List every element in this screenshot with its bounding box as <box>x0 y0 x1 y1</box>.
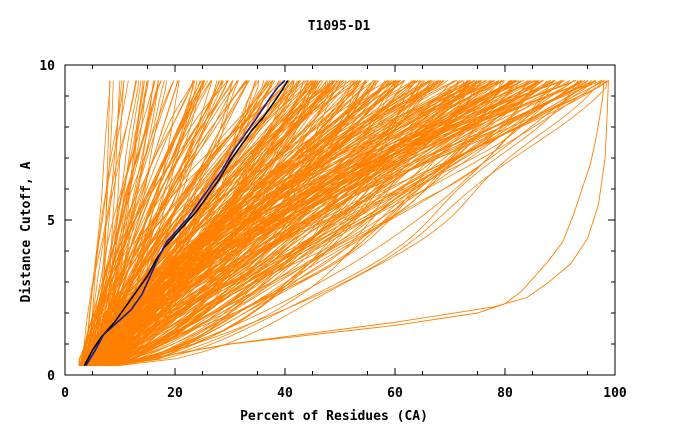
x-tick-label: 40 <box>277 386 293 401</box>
series-line <box>112 80 336 366</box>
series-line <box>86 80 167 366</box>
series-line <box>83 80 129 366</box>
highlight-lines <box>83 79 289 367</box>
series-line <box>100 80 555 366</box>
series-line <box>109 80 149 366</box>
series-line <box>78 80 500 366</box>
highlight-black-line <box>83 80 289 367</box>
series-line <box>90 80 304 367</box>
x-tick-label: 0 <box>61 386 69 401</box>
series-line <box>114 80 467 367</box>
series-line <box>111 80 465 367</box>
series-line <box>102 80 376 367</box>
series-line <box>103 80 543 366</box>
series-line <box>92 80 397 367</box>
series-line <box>80 80 111 366</box>
series-line <box>105 80 250 366</box>
x-tick-label: 60 <box>387 386 403 401</box>
series-line <box>109 80 579 367</box>
series-line <box>90 80 322 366</box>
series-line <box>87 80 586 367</box>
series-line <box>91 80 608 367</box>
series-line <box>81 80 179 366</box>
series-line <box>84 80 391 367</box>
series-line <box>84 80 474 366</box>
series-line <box>95 80 524 366</box>
series-line <box>93 80 271 366</box>
series-line <box>78 80 511 367</box>
series-line <box>89 80 295 366</box>
y-tick-label: 10 <box>39 59 55 74</box>
series-line <box>78 80 274 366</box>
series-line <box>87 80 564 366</box>
series-line <box>87 80 156 366</box>
series-line <box>105 80 331 366</box>
series-line <box>82 80 224 366</box>
series-line <box>113 80 441 366</box>
line-bundle <box>78 80 610 367</box>
series-line <box>110 80 220 366</box>
series-line <box>117 80 596 367</box>
bundle-right-2-line <box>108 80 609 367</box>
series-line <box>99 80 334 366</box>
y-axis-label: Distance Cutoff, A <box>19 161 34 302</box>
chart-title: T1095-D1 <box>308 19 371 34</box>
series-line <box>79 80 582 366</box>
series-line <box>89 80 502 367</box>
series-line <box>91 80 114 366</box>
x-tick-label: 100 <box>603 386 627 401</box>
y-tick-label: 5 <box>47 214 55 229</box>
series-line <box>116 80 587 367</box>
series-line <box>87 80 603 367</box>
series-line <box>100 80 421 367</box>
y-tick-label: 0 <box>47 369 55 384</box>
series-line <box>89 80 581 366</box>
series-line <box>88 80 540 367</box>
series-line <box>114 80 505 367</box>
axes: 0 20 40 60 80 100 0 5 10 <box>39 59 627 401</box>
series-line <box>83 80 540 367</box>
series-line <box>79 80 374 367</box>
series-line <box>98 80 485 366</box>
series-line <box>87 80 401 367</box>
series-line <box>83 80 159 366</box>
x-axis-label: Percent of Residues (CA) <box>240 409 428 424</box>
series-line <box>92 80 250 366</box>
series-line <box>85 80 319 367</box>
series-line <box>112 80 454 367</box>
series-line <box>96 80 393 366</box>
x-tick-label: 20 <box>167 386 183 401</box>
series-line <box>92 80 539 366</box>
highlight-blue-line <box>85 79 286 367</box>
series-line <box>105 80 538 367</box>
series-line <box>89 80 195 366</box>
bundle-right-1-line <box>108 80 605 367</box>
x-tick-label: 80 <box>497 386 513 401</box>
series-line <box>112 80 280 366</box>
series-line <box>92 80 491 366</box>
series-line <box>105 80 548 367</box>
series-line <box>105 80 140 366</box>
series-line <box>104 80 352 367</box>
